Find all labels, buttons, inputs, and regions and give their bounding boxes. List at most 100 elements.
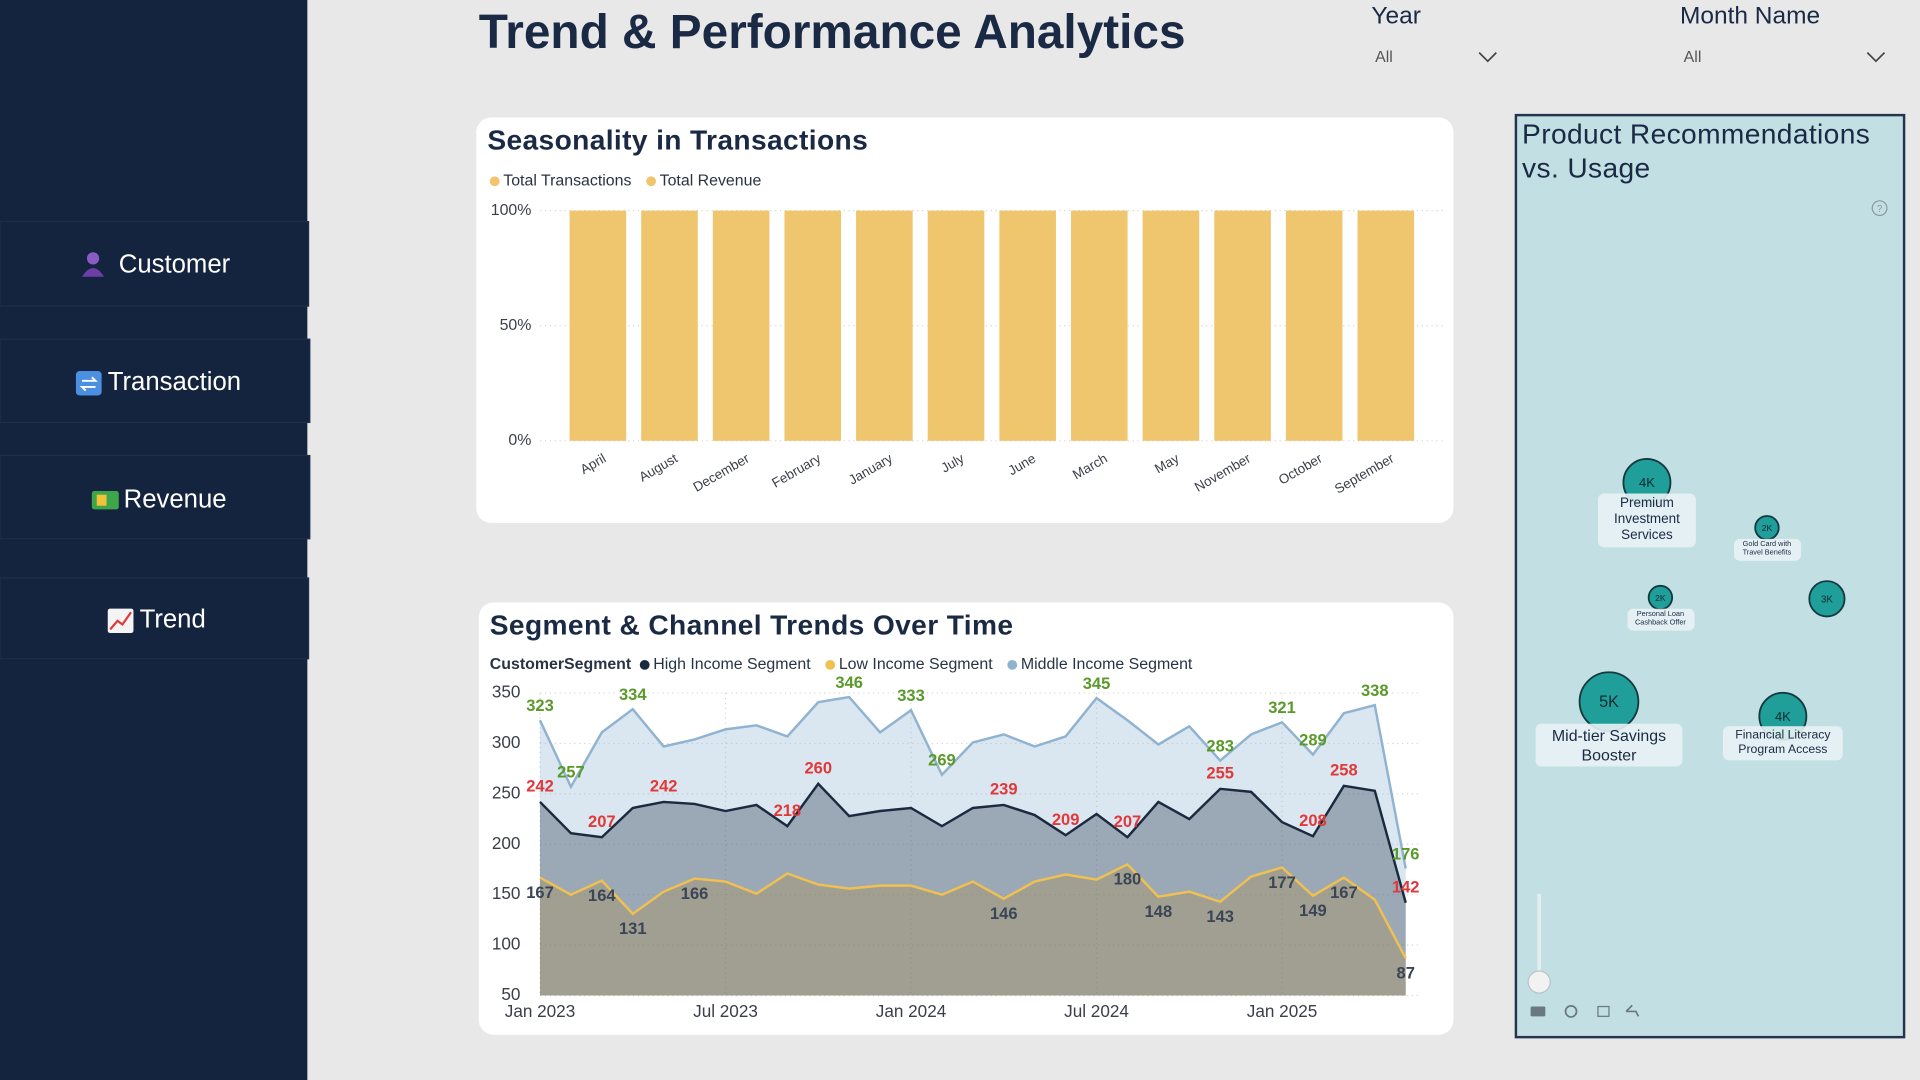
bar-segment	[927, 210, 985, 441]
bubble-label: Premium Investment Services	[1597, 493, 1696, 547]
data-label: 218	[774, 801, 802, 820]
series-line	[538, 695, 1407, 869]
y-tick-label: 150	[492, 883, 521, 903]
filter-value[interactable]: All	[1684, 49, 1702, 66]
y-tick-label: 300	[492, 732, 521, 752]
bubble-value: 4K	[1775, 709, 1791, 724]
data-label: 289	[1299, 730, 1327, 749]
data-label: 208	[1299, 811, 1327, 830]
chart-title: Product Recommendations vs. Usage	[1522, 117, 1871, 184]
toolbar-icon[interactable]	[1530, 1006, 1546, 1017]
filter-label: Year	[1371, 3, 1420, 30]
x-tick-label: Jul 2023	[693, 1001, 758, 1021]
data-label: 323	[526, 696, 554, 715]
data-label: 260	[804, 758, 832, 777]
legend-marker	[1007, 660, 1018, 670]
legend-label: Low Income Segment	[839, 656, 993, 673]
data-label: 242	[526, 777, 554, 796]
bar-segment	[999, 210, 1056, 441]
data-label: 269	[928, 751, 956, 770]
data-label: 338	[1361, 681, 1389, 700]
bubble	[1808, 580, 1846, 618]
legend-marker	[489, 176, 500, 187]
nav-label[interactable]: Customer	[119, 251, 231, 279]
data-label: 142	[1392, 877, 1420, 896]
bubble-value: 3K	[1821, 595, 1833, 606]
data-label: 334	[619, 685, 647, 704]
data-label: 149	[1299, 901, 1327, 920]
nav-label[interactable]: Revenue	[124, 486, 227, 514]
data-label: 177	[1268, 873, 1296, 892]
data-label: 166	[681, 884, 709, 903]
data-label: 258	[1330, 760, 1358, 779]
chart-title: Product Recommendations vs. Usage	[1522, 117, 1871, 184]
nav-label[interactable]: Transaction	[108, 368, 241, 396]
data-label: 239	[990, 780, 1018, 799]
bar-segment	[856, 210, 913, 441]
bar-segment	[1214, 210, 1271, 441]
bubble-value: 4K	[1639, 475, 1655, 490]
toolbar	[1530, 1004, 1640, 1018]
filter-value[interactable]: All	[1375, 49, 1393, 66]
toolbar-icon[interactable]	[1625, 1004, 1640, 1017]
nav-button[interactable]	[0, 454, 311, 540]
nav-button[interactable]	[0, 577, 310, 660]
toolbar-icon[interactable]	[1564, 1005, 1578, 1018]
data-label: 164	[588, 886, 616, 905]
y-tick-label: 100	[492, 934, 521, 954]
svg-text:?: ?	[1877, 204, 1883, 215]
bubble-label: Mid-tier Savings Booster	[1535, 723, 1683, 767]
nav-label[interactable]: Trend	[140, 606, 206, 634]
series-area	[540, 864, 1406, 996]
page-title: Trend & Performance Analytics	[479, 6, 1186, 59]
data-label: 321	[1268, 698, 1296, 717]
bar-segment	[1142, 210, 1200, 441]
data-label: 143	[1206, 907, 1234, 926]
y-tick-label: 350	[492, 682, 521, 702]
y-tick-label: 0%	[508, 432, 531, 449]
y-tick-label: 100%	[491, 202, 532, 219]
card	[1514, 113, 1906, 1039]
bar-segment	[1285, 210, 1343, 441]
dropdown-chevron[interactable]	[1866, 52, 1886, 63]
data-label: 209	[1052, 810, 1080, 829]
data-label: 333	[897, 686, 925, 705]
series-area	[540, 697, 1406, 996]
bubble-label: Personal Loan Cashback Offer	[1626, 608, 1695, 632]
chart-title: Seasonality in Transactions	[487, 124, 868, 155]
legend-marker	[825, 660, 836, 670]
bubble-value: 2K	[1655, 593, 1666, 603]
toolbar-icon[interactable]	[1597, 1005, 1610, 1017]
data-label: 131	[619, 919, 647, 938]
x-tick-label: Jan 2025	[1247, 1001, 1317, 1021]
bubble-value: 2K	[1762, 523, 1773, 533]
slider-knob[interactable]	[1527, 970, 1551, 994]
bar-segment	[641, 210, 698, 441]
data-label: 283	[1206, 736, 1234, 755]
bar-segment	[1070, 210, 1128, 441]
data-label: 87	[1397, 963, 1415, 982]
bubble-label: Gold Card with Travel Benefits	[1733, 538, 1801, 562]
data-label: 207	[1114, 812, 1142, 831]
help-icon[interactable]: ?	[1871, 200, 1888, 217]
revenue-icon	[91, 491, 119, 510]
legend-label: Middle Income Segment	[1021, 656, 1193, 673]
bar-segment	[784, 210, 842, 441]
data-label: 146	[990, 904, 1018, 923]
customer-icon	[82, 252, 105, 277]
y-tick-label: 50	[501, 984, 520, 1004]
card	[478, 602, 1454, 1035]
bar-segment	[1357, 210, 1415, 441]
data-label: 242	[650, 777, 678, 796]
bubble-label: Financial Literacy Program Access	[1722, 726, 1843, 761]
bubble-label: Gold Card with Travel Benefits	[1733, 538, 1801, 562]
nav-button[interactable]	[0, 221, 310, 307]
bubble-label: Premium Investment Services	[1597, 493, 1696, 547]
data-label: 167	[1330, 883, 1358, 902]
x-tick-label: Jan 2024	[876, 1001, 947, 1021]
data-label: 255	[1206, 764, 1234, 783]
nav-button[interactable]	[0, 338, 311, 424]
dropdown-chevron[interactable]	[1478, 52, 1497, 63]
trend-icon	[107, 608, 134, 634]
